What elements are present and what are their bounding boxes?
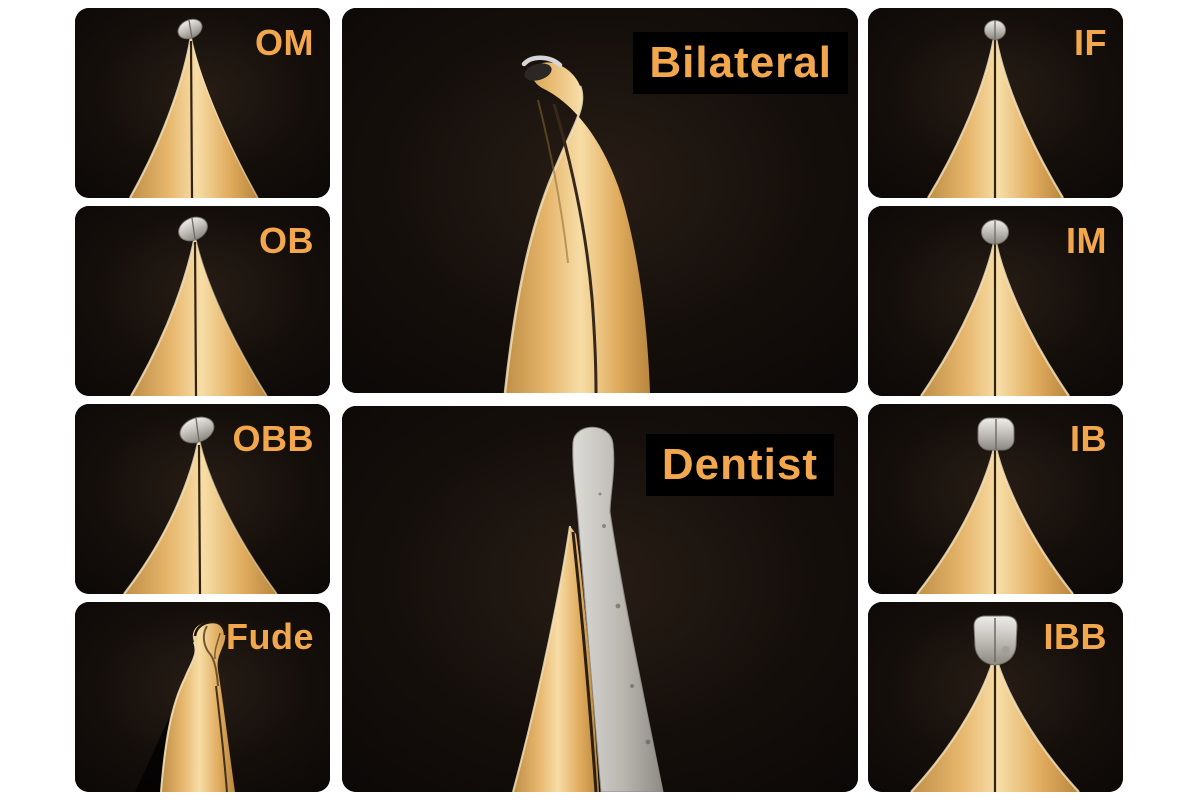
panel-ob-label: OB [259, 220, 314, 261]
panel-ib: IB [868, 404, 1123, 594]
ob-nib-photo [75, 206, 330, 396]
obb-nib-photo [75, 404, 330, 594]
panel-ib-label: IB [1070, 418, 1107, 459]
im-nib-photo [868, 206, 1123, 396]
om-nib-photo [75, 8, 330, 198]
panel-obb-label: OBB [232, 418, 314, 459]
panel-im-label: IM [1066, 220, 1107, 261]
ibb-nib-photo [868, 602, 1123, 792]
panel-obb: OBB [75, 404, 330, 594]
panel-dentist: Dentist [342, 406, 858, 792]
panel-bilateral-label: Bilateral [633, 32, 848, 95]
panel-dentist-label: Dentist [645, 434, 834, 497]
if-nib-photo [868, 8, 1123, 198]
panel-ibb: IBB [868, 602, 1123, 792]
panel-im: IM [868, 206, 1123, 396]
panel-ibb-label: IBB [1043, 616, 1107, 657]
panel-fude-label: Fude [226, 616, 314, 657]
panel-fude: Fude [75, 602, 330, 792]
ib-nib-photo [868, 404, 1123, 594]
panel-ob: OB [75, 206, 330, 396]
panel-om-label: OM [255, 22, 314, 63]
panel-if-label: IF [1074, 22, 1107, 63]
panel-if: IF [868, 8, 1123, 198]
panel-bilateral: Bilateral [342, 8, 858, 393]
panel-om: OM [75, 8, 330, 198]
fude-nib-photo [75, 602, 330, 792]
